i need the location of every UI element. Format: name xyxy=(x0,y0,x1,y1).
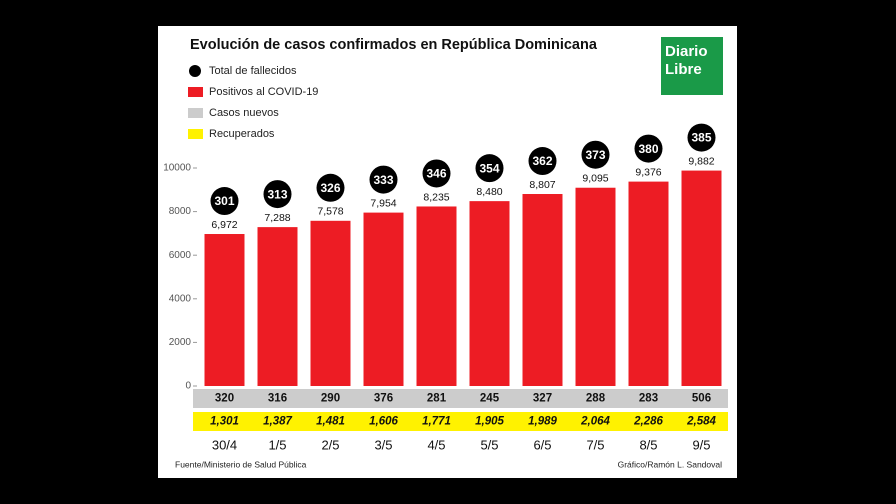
row-value: 1,905 xyxy=(475,416,504,428)
row-value: 320 xyxy=(215,393,234,405)
logo-text: Diario xyxy=(665,43,708,60)
x-tick-label: 5/5 xyxy=(480,437,498,452)
row-value: 1,387 xyxy=(263,416,292,428)
bar xyxy=(681,170,722,386)
value-label: 7,288 xyxy=(264,212,290,224)
x-tick-label: 3/5 xyxy=(374,437,392,452)
death-label: 346 xyxy=(426,167,446,181)
source: Fuente/Ministerio de Salud Pública xyxy=(175,459,307,469)
row-value: 376 xyxy=(374,393,393,405)
value-label: 7,578 xyxy=(317,206,343,218)
death-marker xyxy=(369,165,398,194)
death-label: 301 xyxy=(214,194,234,208)
y-tick-label: 6000 xyxy=(169,250,192,261)
death-label: 373 xyxy=(585,148,605,162)
row-value: 1,606 xyxy=(369,416,398,428)
x-tick-label: 4/5 xyxy=(427,437,445,452)
death-marker xyxy=(528,147,557,176)
row-value: 316 xyxy=(268,393,287,405)
death-marker xyxy=(634,134,663,163)
y-tick-label: 10000 xyxy=(163,163,191,174)
row-value: 288 xyxy=(586,393,606,405)
bar xyxy=(469,201,510,386)
death-marker xyxy=(422,159,451,188)
y-tick-label: 4000 xyxy=(169,293,192,304)
row-value: 506 xyxy=(692,393,711,405)
bar xyxy=(310,220,351,386)
legend-label: Recuperados xyxy=(209,128,275,140)
row-band xyxy=(193,389,728,408)
x-tick-label: 30/4 xyxy=(212,437,237,452)
row-value: 2,064 xyxy=(580,416,610,428)
y-tick-label: 8000 xyxy=(169,206,192,217)
legend-swatch xyxy=(188,129,203,139)
death-label: 380 xyxy=(638,142,658,156)
row-value: 1,989 xyxy=(528,416,557,428)
legend-swatch xyxy=(188,108,203,118)
death-marker xyxy=(263,180,292,209)
chart-title: Evolución de casos confirmados en Repúbl… xyxy=(190,37,598,53)
death-marker xyxy=(316,173,345,202)
x-tick-label: 7/5 xyxy=(586,437,604,452)
death-label: 362 xyxy=(532,154,552,168)
x-tick-label: 6/5 xyxy=(533,437,551,452)
legend-label: Casos nuevos xyxy=(209,107,279,119)
row-value: 290 xyxy=(321,393,340,405)
value-label: 6,972 xyxy=(211,219,237,231)
row-value: 245 xyxy=(480,393,500,405)
x-tick-label: 9/5 xyxy=(692,437,710,452)
death-marker xyxy=(210,187,239,216)
legend-label: Total de fallecidos xyxy=(209,65,297,77)
bar xyxy=(575,187,616,386)
row-band xyxy=(193,412,728,431)
x-tick-label: 8/5 xyxy=(639,437,657,452)
bar xyxy=(522,194,563,386)
value-label: 9,376 xyxy=(635,166,661,178)
x-tick-label: 2/5 xyxy=(321,437,339,452)
bar xyxy=(363,212,404,386)
credit: Gráfico/Ramón L. Sandoval xyxy=(618,459,723,469)
value-label: 8,235 xyxy=(423,191,449,203)
death-label: 326 xyxy=(320,181,340,195)
value-label: 8,480 xyxy=(476,186,502,198)
row-value: 1,481 xyxy=(316,416,345,428)
row-value: 283 xyxy=(639,393,658,405)
row-value: 2,286 xyxy=(633,416,663,428)
legend-swatch xyxy=(189,65,201,77)
bar xyxy=(628,181,669,386)
bar xyxy=(257,227,298,386)
value-label: 9,882 xyxy=(688,155,714,167)
row-value: 281 xyxy=(427,393,447,405)
y-tick-label: 2000 xyxy=(169,337,192,348)
value-label: 8,807 xyxy=(529,179,555,191)
row-value: 327 xyxy=(533,393,552,405)
y-tick-label: 0 xyxy=(185,381,191,392)
logo xyxy=(661,37,723,95)
death-label: 333 xyxy=(373,173,393,187)
row-value: 1,771 xyxy=(422,416,451,428)
bar xyxy=(416,206,457,386)
death-marker xyxy=(475,154,504,183)
row-value: 2,584 xyxy=(686,416,716,428)
legend-label: Positivos al COVID-19 xyxy=(209,86,318,98)
death-label: 385 xyxy=(691,131,711,145)
x-tick-label: 1/5 xyxy=(268,437,286,452)
logo-text: Libre xyxy=(665,61,702,78)
legend-swatch xyxy=(188,87,203,97)
death-marker xyxy=(687,123,716,152)
value-label: 7,954 xyxy=(370,197,396,209)
value-label: 9,095 xyxy=(582,173,608,185)
row-value: 1,301 xyxy=(210,416,239,428)
death-marker xyxy=(581,140,610,169)
death-label: 313 xyxy=(267,187,287,201)
death-label: 354 xyxy=(479,161,499,175)
bar xyxy=(204,234,245,386)
